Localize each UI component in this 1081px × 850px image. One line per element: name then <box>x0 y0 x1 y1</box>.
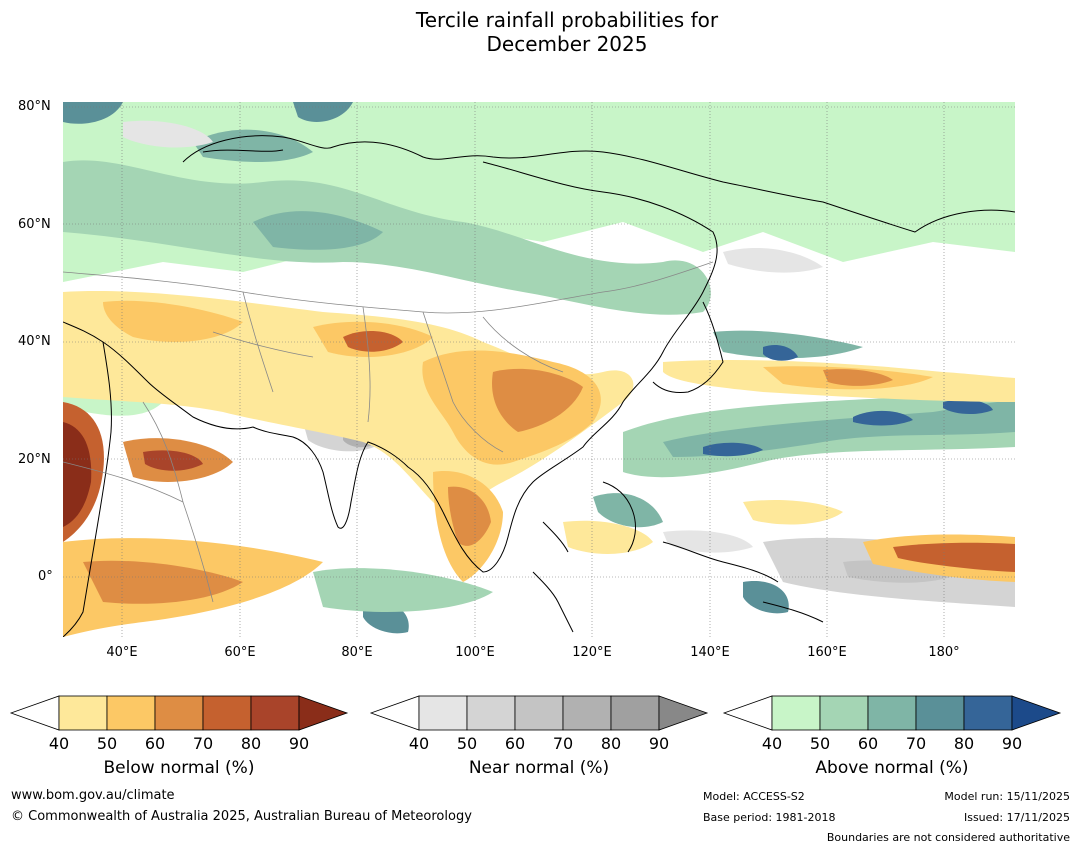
colorbar-near-label: Near normal (%) <box>468 758 610 778</box>
above-normal-regions <box>63 102 1015 634</box>
title-line-2: December 2025 <box>486 32 648 56</box>
near-tick-50: 50 <box>456 734 478 753</box>
lon-label-160e: 160°E <box>807 645 847 660</box>
below-tick-70: 70 <box>192 734 214 753</box>
lon-label-140e: 140°E <box>690 645 730 660</box>
above-swatch-40-50 <box>771 695 821 731</box>
lon-label-60e: 60°E <box>224 645 256 660</box>
lon-label-100e: 100°E <box>455 645 495 660</box>
near-swatch-40-50 <box>418 695 468 731</box>
near-tick-60: 60 <box>504 734 526 753</box>
colorbar-near-swatches <box>369 695 709 731</box>
below-swatch-70-80 <box>202 695 252 731</box>
near-tick-40: 40 <box>408 734 430 753</box>
colorbar-below-swatches <box>9 695 349 731</box>
below-normal-regions <box>63 291 1015 637</box>
below-tick-50: 50 <box>96 734 118 753</box>
above-swatch-60-70 <box>867 695 917 731</box>
below-swatch-40-50 <box>58 695 108 731</box>
near-swatch-70-80 <box>562 695 612 731</box>
chart-title: Tercile rainfall probabilities for Decem… <box>0 8 1081 56</box>
above-swatch-over <box>1011 695 1062 731</box>
colorbar-near-normal: 40 50 60 70 80 90 Near normal (%) <box>369 695 709 778</box>
above-tick-40: 40 <box>761 734 783 753</box>
gridlines <box>63 102 1015 637</box>
website-link[interactable]: www.bom.gov.au/climate <box>11 788 175 803</box>
lon-label-40e: 40°E <box>106 645 138 660</box>
below-tick-90: 90 <box>288 734 310 753</box>
below-tick-80: 80 <box>240 734 262 753</box>
lon-label-120e: 120°E <box>572 645 612 660</box>
colorbar-below-label: Below normal (%) <box>103 758 255 778</box>
above-tick-80: 80 <box>953 734 975 753</box>
colorbar-below-ticks: 40 50 60 70 80 90 <box>11 730 347 753</box>
near-swatch-80-90 <box>610 695 660 731</box>
base-period-text: Base period: 1981-2018 <box>703 811 836 824</box>
colorbar-near-ticks: 40 50 60 70 80 90 <box>371 730 707 753</box>
above-tick-90: 90 <box>1001 734 1023 753</box>
model-text: Model: ACCESS-S2 <box>703 790 805 803</box>
near-tick-70: 70 <box>552 734 574 753</box>
near-swatch-50-60 <box>466 695 516 731</box>
colorbar-above-ticks: 40 50 60 70 80 90 <box>724 730 1060 753</box>
model-run-text: Model run: 15/11/2025 <box>944 790 1070 803</box>
above-swatch-80-90 <box>963 695 1013 731</box>
below-swatch-over <box>298 695 349 731</box>
below-tick-40: 40 <box>48 734 70 753</box>
above-swatch-70-80 <box>915 695 965 731</box>
lon-label-180: 180° <box>928 645 960 660</box>
near-tick-90: 90 <box>648 734 670 753</box>
lat-label-40n: 40°N <box>18 334 51 349</box>
near-swatch-under <box>369 695 420 731</box>
below-swatch-80-90 <box>250 695 300 731</box>
copyright-text: © Commonwealth of Australia 2025, Austra… <box>11 809 472 824</box>
above-tick-50: 50 <box>809 734 831 753</box>
rainfall-map[interactable] <box>63 102 1015 637</box>
above-tick-60: 60 <box>857 734 879 753</box>
below-swatch-under <box>9 695 60 731</box>
country-boundaries <box>63 261 714 603</box>
lat-label-20n: 20°N <box>18 452 51 467</box>
above-swatch-under <box>722 695 773 731</box>
lat-label-80n: 80°N <box>18 99 51 114</box>
above-tick-70: 70 <box>905 734 927 753</box>
near-swatch-over <box>658 695 709 731</box>
below-swatch-50-60 <box>106 695 156 731</box>
colorbar-above-label: Above normal (%) <box>815 758 969 778</box>
lat-label-0: 0° <box>38 569 53 584</box>
below-swatch-60-70 <box>154 695 204 731</box>
near-tick-80: 80 <box>600 734 622 753</box>
near-swatch-60-70 <box>514 695 564 731</box>
colorbar-above-normal: 40 50 60 70 80 90 Above normal (%) <box>722 695 1062 778</box>
title-line-1: Tercile rainfall probabilities for <box>415 8 719 32</box>
above-swatch-50-60 <box>819 695 869 731</box>
below-tick-60: 60 <box>144 734 166 753</box>
issued-text: Issued: 17/11/2025 <box>963 811 1070 824</box>
coastlines <box>63 135 1015 637</box>
lat-label-60n: 60°N <box>18 217 51 232</box>
lon-label-80e: 80°E <box>341 645 373 660</box>
disclaimer-text: Boundaries are not considered authoritat… <box>826 831 1070 844</box>
colorbar-below-normal: 40 50 60 70 80 90 Below normal (%) <box>9 695 349 778</box>
colorbar-above-swatches <box>722 695 1062 731</box>
